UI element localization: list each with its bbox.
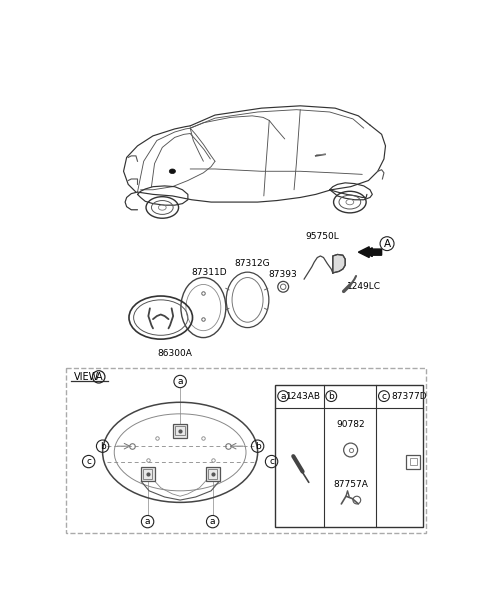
Text: c: c <box>86 457 91 466</box>
Text: VIEW: VIEW <box>74 372 99 382</box>
Bar <box>143 469 152 479</box>
Bar <box>176 426 185 435</box>
Text: c: c <box>269 457 274 466</box>
Text: 86300A: 86300A <box>157 349 192 358</box>
Bar <box>276 385 423 527</box>
Ellipse shape <box>169 169 176 173</box>
Bar <box>208 469 217 479</box>
Text: a: a <box>178 377 183 386</box>
Polygon shape <box>333 255 345 273</box>
Bar <box>141 467 155 481</box>
Text: 87393: 87393 <box>269 270 298 279</box>
Text: 87312G: 87312G <box>234 259 270 268</box>
Text: A: A <box>96 372 102 382</box>
Bar <box>66 368 426 533</box>
Text: b: b <box>255 442 261 451</box>
FancyArrow shape <box>359 247 382 258</box>
Text: 1249LC: 1249LC <box>347 282 381 291</box>
Text: a: a <box>145 517 150 526</box>
Bar <box>409 458 417 465</box>
Text: a: a <box>280 391 286 401</box>
Bar <box>206 467 220 481</box>
Bar <box>407 454 420 468</box>
Text: A: A <box>384 239 391 248</box>
Text: 87377D: 87377D <box>391 391 427 401</box>
Text: 90782: 90782 <box>336 420 365 429</box>
Text: a: a <box>210 517 216 526</box>
Text: c: c <box>382 391 386 401</box>
Bar <box>173 424 187 438</box>
Text: 1243AB: 1243AB <box>286 391 321 401</box>
Text: 95750L: 95750L <box>305 232 339 241</box>
Text: b: b <box>328 391 334 401</box>
Text: b: b <box>100 442 106 451</box>
Text: 87757A: 87757A <box>333 480 368 489</box>
Text: 87311D: 87311D <box>191 268 227 278</box>
